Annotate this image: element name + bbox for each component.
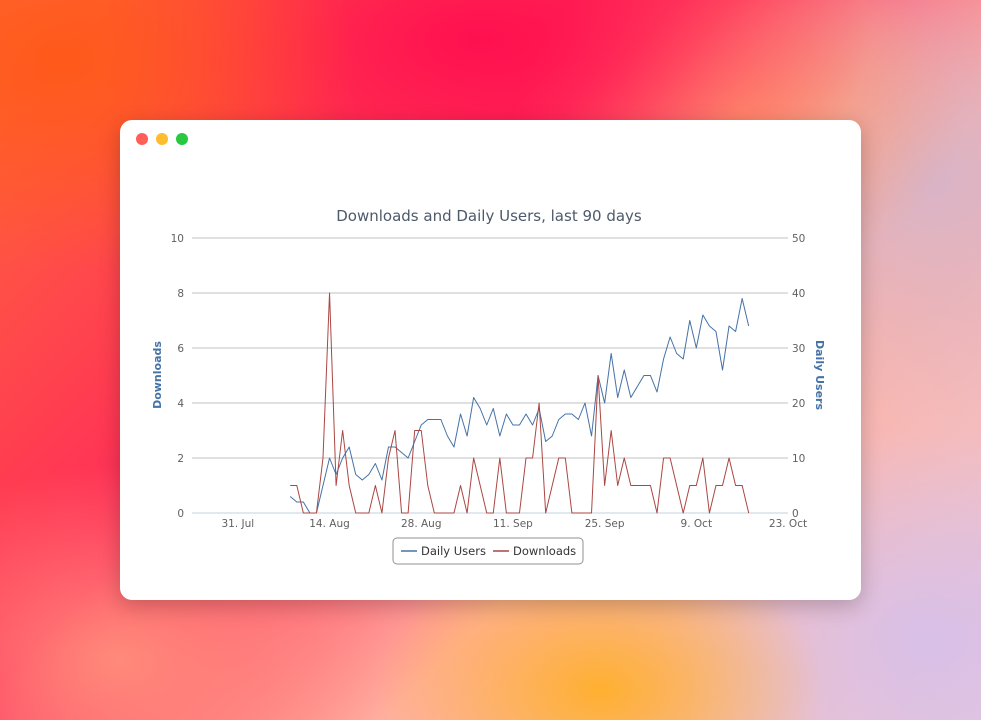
legend-box [392, 537, 584, 565]
legend-label-downloads: Downloads [513, 544, 576, 558]
y-axis-left-title: Downloads [151, 341, 164, 409]
y-left-tick-label: 0 [177, 508, 184, 520]
y-left-tick-label: 8 [177, 288, 184, 300]
series-line-daily-users[interactable] [289, 298, 750, 514]
y-left-tick-label: 10 [171, 233, 184, 245]
grid-lines [192, 237, 788, 514]
series-layer [289, 292, 750, 514]
x-tick-label: 23. Oct [769, 518, 807, 530]
left-axis-ticks: 0 2 4 6 8 10 [171, 233, 185, 520]
legend-item-downloads[interactable]: Downloads [493, 544, 576, 558]
legend-label-daily-users: Daily Users [421, 544, 486, 558]
zoom-window-button[interactable] [176, 133, 188, 145]
y-right-tick-label: 10 [792, 453, 805, 465]
x-tick-label: 28. Aug [401, 518, 442, 530]
y-left-tick-label: 2 [177, 453, 184, 465]
y-right-tick-label: 0 [792, 508, 799, 520]
series-line-downloads[interactable] [290, 292, 750, 514]
y-right-tick-label: 30 [792, 343, 805, 355]
y-left-tick-label: 6 [177, 343, 184, 355]
y-right-tick-label: 50 [792, 233, 805, 245]
app-window: Downloads and Daily Users, last 90 days … [120, 120, 861, 600]
y-right-tick-label: 40 [792, 288, 805, 300]
close-window-button[interactable] [136, 133, 148, 145]
x-axis-ticks: 31. Jul 14. Aug 28. Aug 11. Sep 25. Sep 9. Oc… [221, 518, 807, 530]
legend: Daily Users Downloads [392, 537, 584, 565]
y-axis-right-title: Daily Users [813, 340, 826, 410]
y-right-tick-label: 20 [792, 398, 805, 410]
x-tick-label: 14. Aug [309, 518, 350, 530]
x-tick-label: 11. Sep [493, 518, 533, 530]
x-tick-label: 9. Oct [681, 518, 713, 530]
legend-item-daily-users[interactable]: Daily Users [401, 544, 486, 558]
y-left-tick-label: 4 [177, 398, 184, 410]
chart-title: Downloads and Daily Users, last 90 days [336, 207, 642, 225]
x-tick-label: 25. Sep [585, 518, 625, 530]
x-tick-label: 31. Jul [221, 518, 254, 530]
right-axis-ticks: 0 10 20 30 40 50 [792, 233, 805, 520]
minimize-window-button[interactable] [156, 133, 168, 145]
chart: Downloads and Daily Users, last 90 days … [151, 207, 826, 565]
